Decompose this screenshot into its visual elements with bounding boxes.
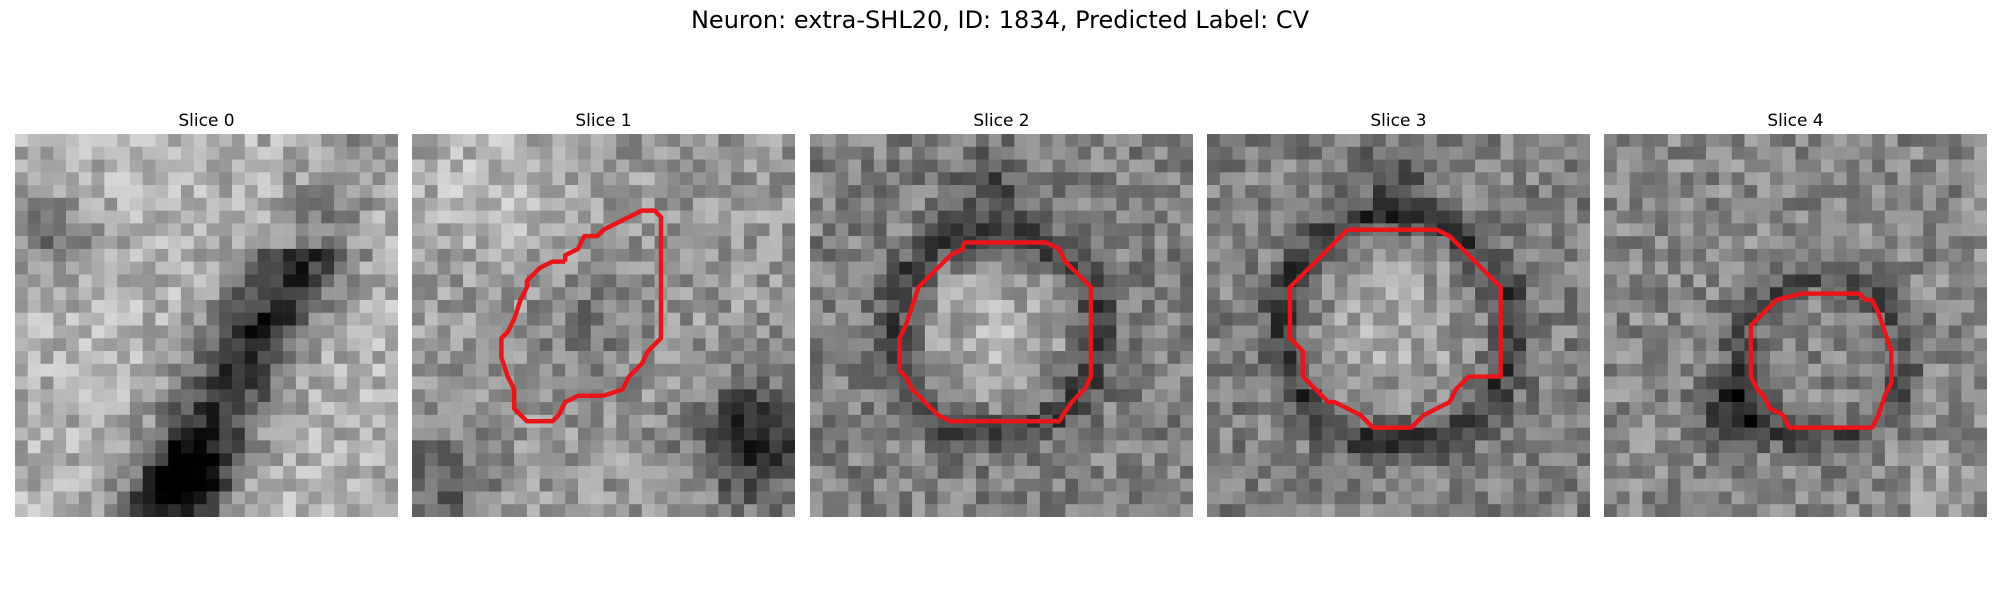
grayscale-pixel-grid bbox=[15, 134, 398, 517]
segmentation-contour bbox=[897, 240, 1094, 424]
segmentation-contour bbox=[1287, 227, 1503, 430]
grayscale-pixel-grid bbox=[412, 134, 795, 517]
slice-panel-2: Slice 2 bbox=[810, 108, 1193, 517]
slice-title-4: Slice 4 bbox=[1767, 111, 1824, 131]
segmentation-contour bbox=[499, 208, 664, 424]
slice-image-2 bbox=[810, 134, 1193, 517]
slice-image-1 bbox=[412, 134, 795, 517]
slice-image-0 bbox=[15, 134, 398, 517]
slice-panel-1: Slice 1 bbox=[412, 108, 795, 517]
slice-panel-4: Slice 4 bbox=[1604, 108, 1987, 517]
slice-image-4 bbox=[1604, 134, 1987, 517]
slice-title-2: Slice 2 bbox=[973, 111, 1030, 131]
slice-image-3 bbox=[1207, 134, 1590, 517]
slice-title-3: Slice 3 bbox=[1370, 111, 1427, 131]
slice-title-0: Slice 0 bbox=[178, 111, 235, 131]
segmentation-contour bbox=[1748, 291, 1894, 430]
slice-panel-3: Slice 3 bbox=[1207, 108, 1590, 517]
grayscale-pixel-grid bbox=[1604, 134, 1987, 517]
slice-panel-0: Slice 0 bbox=[15, 108, 398, 517]
figure-title: Neuron: extra-SHL20, ID: 1834, Predicted… bbox=[690, 6, 1310, 34]
slice-title-1: Slice 1 bbox=[575, 111, 632, 131]
grayscale-pixel-grid bbox=[810, 134, 1193, 517]
grayscale-pixel-grid bbox=[1207, 134, 1590, 517]
